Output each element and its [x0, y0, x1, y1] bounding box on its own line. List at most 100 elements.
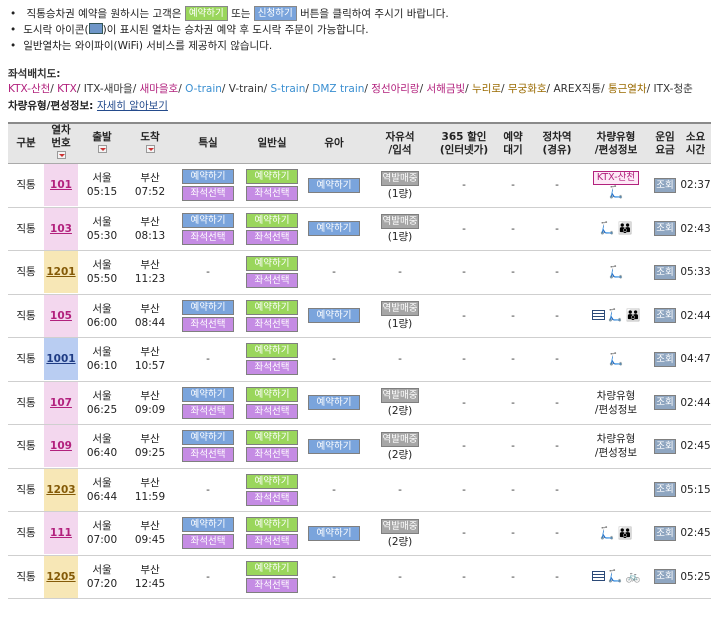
- first-class-seat-select-button[interactable]: 좌석선택: [182, 229, 234, 245]
- fare-inquiry-button[interactable]: 조회: [654, 438, 676, 454]
- seatmap-link[interactable]: 통근열차: [607, 83, 647, 95]
- fare-inquiry-button[interactable]: 조회: [654, 395, 676, 411]
- first-class-seat-select-button[interactable]: 좌석선택: [182, 534, 234, 550]
- arrival-cell: 부산 09:25: [126, 424, 174, 469]
- seatmap-link[interactable]: KTX: [57, 83, 77, 95]
- waitlist-value: -: [511, 570, 515, 583]
- departure-cell: 서울 05:30: [78, 207, 126, 251]
- fare-inquiry-button[interactable]: 조회: [654, 177, 676, 193]
- station-sale-button[interactable]: 역발매중: [381, 301, 419, 317]
- infant-reserve-button[interactable]: 예약하기: [308, 438, 360, 454]
- station-sale-button[interactable]: 역발매중: [381, 214, 419, 230]
- infant-reserve-button[interactable]: 예약하기: [308, 395, 360, 411]
- station-sale-button[interactable]: 역발매중: [381, 388, 419, 404]
- fare-inquiry-button[interactable]: 조회: [654, 308, 676, 324]
- train-number-link[interactable]: 105: [44, 294, 78, 337]
- sort-train-no-icon[interactable]: [56, 151, 66, 159]
- sort-arrival-icon[interactable]: [145, 144, 155, 153]
- first-class-reserve-button[interactable]: 예약하기: [182, 299, 234, 315]
- normal-class-reserve-button[interactable]: 예약하기: [246, 343, 298, 359]
- normal-class-reserve-button[interactable]: 예약하기: [246, 560, 298, 576]
- first-class-seat-select-button[interactable]: 좌석선택: [182, 403, 234, 419]
- seatmap-link[interactable]: ITX-새마을: [83, 83, 133, 95]
- normal-class-seat-select-button[interactable]: 좌석선택: [246, 186, 298, 202]
- stops-cell: -: [532, 207, 582, 251]
- notice-meal-post: )이 표시된 열차는 승차권 예약 후 도시락 주문이 가능합니다.: [102, 24, 369, 36]
- seatmap-link[interactable]: S-train: [270, 83, 306, 95]
- normal-class-seat-select-button[interactable]: 좌석선택: [246, 229, 298, 245]
- seatmap-link[interactable]: ITX-청춘: [653, 83, 693, 95]
- infant-reserve-button[interactable]: 예약하기: [308, 308, 360, 324]
- normal-class-seat-select-button[interactable]: 좌석선택: [246, 577, 298, 593]
- normal-class-seat-select-button[interactable]: 좌석선택: [246, 447, 298, 463]
- normal-class-reserve-button[interactable]: 예약하기: [246, 473, 298, 489]
- fare-inquiry-button[interactable]: 조회: [654, 569, 676, 585]
- train-number-link[interactable]: 101: [44, 164, 78, 207]
- seatmap-link[interactable]: 누리로: [472, 83, 502, 95]
- seatmap-link[interactable]: 서해금빛: [426, 83, 466, 95]
- normal-class-seat-select-button[interactable]: 좌석선택: [246, 273, 298, 289]
- fare-inquiry-button[interactable]: 조회: [654, 525, 676, 541]
- first-class-seat-select-button[interactable]: 좌석선택: [182, 186, 234, 202]
- train-number-link[interactable]: 111: [44, 512, 78, 555]
- first-class-reserve-button[interactable]: 예약하기: [182, 386, 234, 402]
- train-number-link[interactable]: 1201: [44, 251, 78, 294]
- seatmap-link[interactable]: AREX직통: [553, 83, 602, 95]
- normal-class-seat-select-button[interactable]: 좌석선택: [246, 490, 298, 506]
- train-number-link[interactable]: 1205: [44, 555, 78, 598]
- departure-station: 서울: [92, 389, 112, 402]
- normal-class-cell: 예약하기 좌석선택: [242, 250, 302, 295]
- normal-class-reserve-button[interactable]: 예약하기: [246, 169, 298, 185]
- first-class-reserve-button[interactable]: 예약하기: [182, 169, 234, 185]
- free-seat-cell: -: [366, 337, 434, 382]
- seatmap-link[interactable]: KTX-산천: [8, 83, 51, 95]
- train-number-link[interactable]: 1203: [44, 468, 78, 511]
- normal-class-seat-select-button[interactable]: 좌석선택: [246, 534, 298, 550]
- normal-class-reserve-button[interactable]: 예약하기: [246, 386, 298, 402]
- train-number-link[interactable]: 1001: [44, 338, 78, 381]
- table-row: 직통 109 서울 06:40 부산 09:25 예약하기 좌석선택 예약하기 좌석선택 예약하기 역…: [8, 424, 711, 469]
- station-sale-button[interactable]: 역발매중: [381, 170, 419, 186]
- seatmap-separator: /: [50, 83, 58, 95]
- infant-reserve-button[interactable]: 예약하기: [308, 525, 360, 541]
- seatmap-link[interactable]: 새마을호: [139, 83, 179, 95]
- first-class-reserve-button[interactable]: 예약하기: [182, 517, 234, 533]
- fare-inquiry-button[interactable]: 조회: [654, 264, 676, 280]
- fare-cell: 조회: [650, 381, 680, 425]
- sort-departure-icon[interactable]: [97, 144, 107, 153]
- first-class-reserve-button[interactable]: 예약하기: [182, 430, 234, 446]
- seatmap-link[interactable]: V-train: [228, 83, 264, 95]
- normal-class-reserve-button[interactable]: 예약하기: [246, 517, 298, 533]
- seatmap-link[interactable]: 정선아리랑: [371, 83, 420, 95]
- normal-class-reserve-button[interactable]: 예약하기: [246, 299, 298, 315]
- car-type-text: 차량유형: [596, 389, 636, 402]
- station-sale-button[interactable]: 역발매중: [381, 431, 419, 447]
- normal-class-seat-select-button[interactable]: 좌석선택: [246, 360, 298, 376]
- first-class-seat-select-button[interactable]: 좌석선택: [182, 447, 234, 463]
- car-type-detail-link[interactable]: 자세히 알아보기: [96, 100, 168, 112]
- normal-class-reserve-button[interactable]: 예약하기: [246, 430, 298, 446]
- first-class-reserve-button[interactable]: 예약하기: [182, 212, 234, 228]
- seatmap-link[interactable]: O-train: [185, 83, 222, 95]
- station-sale-button[interactable]: 역발매중: [381, 518, 419, 534]
- train-number-link[interactable]: 103: [44, 207, 78, 250]
- discount-cell: -: [434, 511, 494, 556]
- train-number-link[interactable]: 109: [44, 425, 78, 468]
- normal-class-reserve-button[interactable]: 예약하기: [246, 256, 298, 272]
- train-number-link[interactable]: 107: [44, 381, 78, 424]
- seatmap-link[interactable]: 무궁화호: [507, 83, 547, 95]
- fare-inquiry-button[interactable]: 조회: [654, 351, 676, 367]
- seatmap-link[interactable]: DMZ train: [312, 83, 365, 95]
- normal-class-seat-select-button[interactable]: 좌석선택: [246, 403, 298, 419]
- family-seat-icon: 👪: [617, 525, 633, 540]
- infant-reserve-button[interactable]: 예약하기: [308, 177, 360, 193]
- normal-class-reserve-button[interactable]: 예약하기: [246, 212, 298, 228]
- first-class-seat-select-button[interactable]: 좌석선택: [182, 316, 234, 332]
- fare-inquiry-button[interactable]: 조회: [654, 482, 676, 498]
- infant-reserve-button[interactable]: 예약하기: [308, 221, 360, 237]
- departure-station: 서울: [92, 302, 112, 315]
- normal-class-seat-select-button[interactable]: 좌석선택: [246, 316, 298, 332]
- fare-inquiry-button[interactable]: 조회: [654, 221, 676, 237]
- train-type: 직통: [8, 337, 44, 382]
- notice-reserve: 직통승차권 예약을 원하시는 고객은 예약하기 또는 신청하기 버튼을 클릭하여…: [10, 6, 716, 22]
